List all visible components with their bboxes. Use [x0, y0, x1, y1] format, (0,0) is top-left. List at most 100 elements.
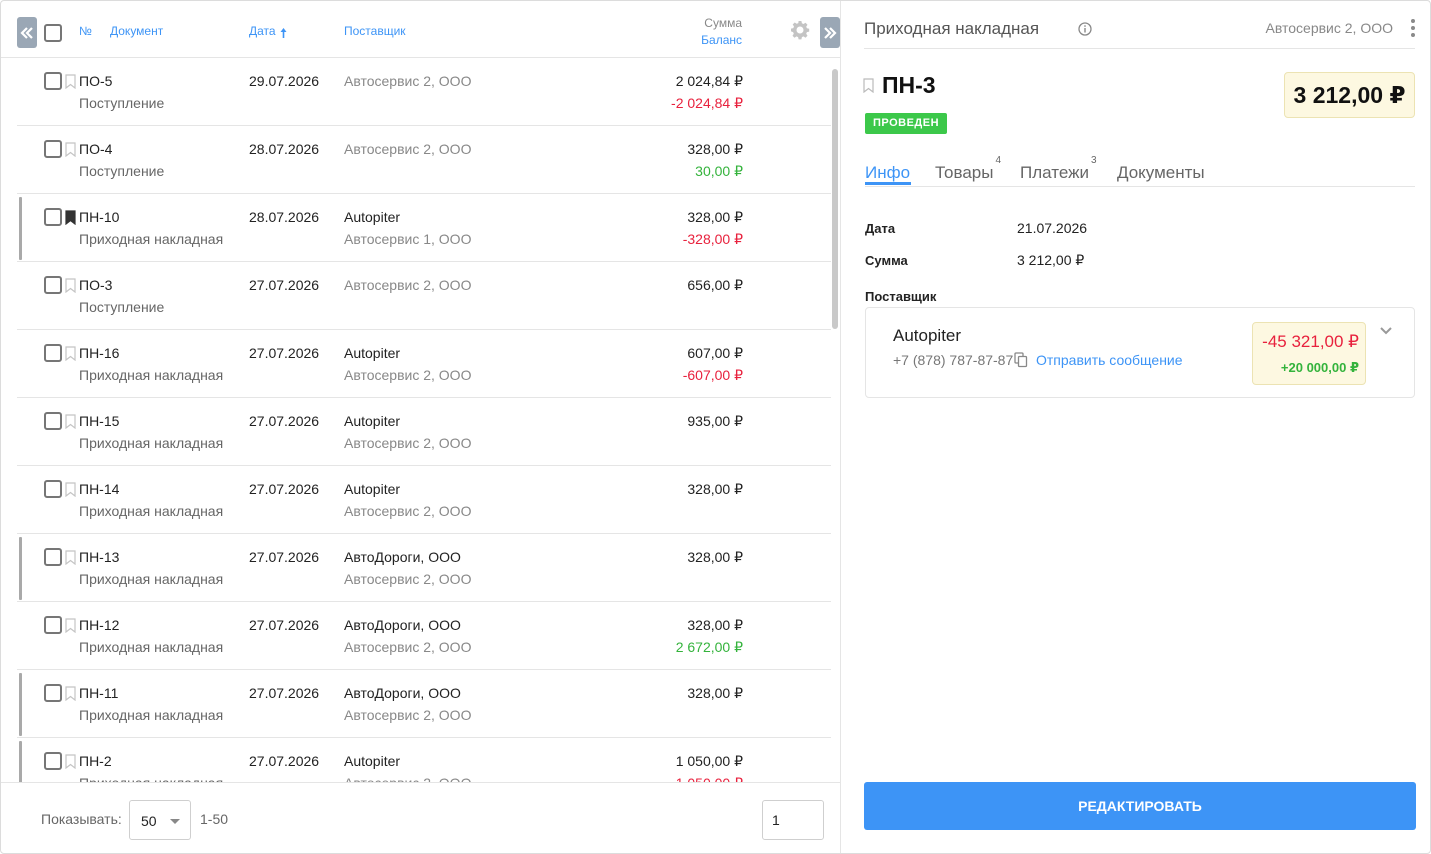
bookmark-icon[interactable]	[65, 754, 76, 769]
document-balance: 2 672,00 ₽	[675, 639, 743, 655]
info-icon[interactable]	[1078, 22, 1092, 36]
table-row[interactable]: ПО-5 Поступление 29.07.2026 Автосервис 2, О…	[17, 58, 831, 126]
tab-label: Инфо	[865, 163, 911, 182]
per-page-select[interactable]: 50	[129, 800, 191, 840]
table-row[interactable]: ПН-15 Приходная накладная 27.07.2026 Autopi…	[17, 398, 831, 466]
supplier-card[interactable]: Autopiter +7 (878) 787-87-87 Отправить с…	[865, 307, 1415, 398]
document-number[interactable]: ПО-3	[79, 277, 113, 293]
organization-name: Автосервис 2, ООО	[344, 367, 472, 383]
bookmark-icon[interactable]	[65, 74, 76, 89]
bookmark-icon[interactable]	[65, 686, 76, 701]
tab-payments[interactable]: Платежи3	[1020, 155, 1097, 183]
table-row[interactable]: ПН-10 Приходная накладная 28.07.2026 Autopi…	[17, 194, 831, 262]
edit-button[interactable]: Редактировать	[864, 782, 1416, 830]
document-number[interactable]: ПН-12	[79, 617, 120, 633]
tab-count: 4	[995, 155, 1002, 167]
bookmark-icon[interactable]	[65, 550, 76, 565]
document-number[interactable]: ПО-4	[79, 141, 113, 157]
table-row[interactable]: ПН-16 Приходная накладная 27.07.2026 Autopi…	[17, 330, 831, 398]
tab-goods[interactable]: Товары4	[935, 155, 1001, 183]
select-all-checkbox[interactable]	[44, 24, 62, 42]
row-checkbox[interactable]	[44, 548, 62, 566]
table-row[interactable]: ПН-11 Приходная накладная 27.07.2026 АвтоДо…	[17, 670, 831, 738]
document-detail-pane: Приходная накладная Автосервис 2, ООО ПН…	[841, 1, 1430, 853]
document-number[interactable]: ПН-16	[79, 345, 120, 361]
column-supplier[interactable]: Поставщик	[344, 24, 406, 38]
tab-info[interactable]: Инфо	[865, 163, 911, 185]
chevron-down-icon[interactable]	[1379, 326, 1393, 336]
organization-name: Автосервис 2, ООО	[344, 503, 472, 519]
supplier-name: Автосервис 2, ООО	[344, 141, 472, 157]
document-number[interactable]: ПН-10	[79, 209, 120, 225]
active-tab-indicator	[865, 182, 911, 185]
tab-documents[interactable]: Документы	[1117, 163, 1205, 183]
document-balance: -607,00 ₽	[682, 367, 743, 383]
row-checkbox[interactable]	[44, 684, 62, 702]
column-document[interactable]: Документ	[110, 24, 164, 38]
document-number[interactable]: ПН-15	[79, 413, 120, 429]
bookmark-icon[interactable]	[65, 482, 76, 497]
row-checkbox[interactable]	[44, 480, 62, 498]
per-page-value: 50	[141, 813, 157, 829]
document-type: Приходная накладная	[79, 367, 224, 383]
document-number[interactable]: ПН-2	[79, 753, 112, 769]
row-checkbox[interactable]	[44, 344, 62, 362]
document-number[interactable]: ПО-5	[79, 73, 113, 89]
bookmark-icon[interactable]	[65, 346, 76, 361]
bookmark-icon[interactable]	[65, 618, 76, 633]
table-row[interactable]: ПН-13 Приходная накладная 27.07.2026 АвтоДо…	[17, 534, 831, 602]
expand-right-button[interactable]	[820, 17, 840, 48]
collapse-left-button[interactable]	[17, 17, 37, 48]
table-row[interactable]: ПН-14 Приходная накладная 27.07.2026 Autopi…	[17, 466, 831, 534]
row-checkbox[interactable]	[44, 72, 62, 90]
bookmark-icon[interactable]	[65, 278, 76, 293]
document-sum: 328,00 ₽	[687, 617, 743, 633]
supplier-name: Autopiter	[344, 209, 401, 225]
table-row[interactable]: ПН-12 Приходная накладная 27.07.2026 АвтоДо…	[17, 602, 831, 670]
document-date: 27.07.2026	[249, 549, 320, 565]
document-type: Приходная накладная	[79, 639, 224, 655]
table-row[interactable]: ПО-3 Поступление 27.07.2026 Автосервис 2, О…	[17, 262, 831, 330]
column-date[interactable]: Дата	[249, 24, 276, 38]
document-sum: 328,00 ₽	[687, 209, 743, 225]
row-marker	[19, 673, 22, 736]
copy-icon[interactable]	[1014, 352, 1028, 368]
column-number[interactable]: №	[79, 24, 92, 38]
bookmark-icon[interactable]	[65, 210, 76, 225]
row-checkbox[interactable]	[44, 140, 62, 158]
document-number[interactable]: ПН-13	[79, 549, 120, 565]
document-date: 27.07.2026	[249, 345, 320, 361]
row-checkbox[interactable]	[44, 752, 62, 770]
column-balance[interactable]: Баланс	[701, 33, 742, 47]
row-checkbox[interactable]	[44, 276, 62, 294]
document-date: 27.07.2026	[249, 277, 320, 293]
row-checkbox[interactable]	[44, 616, 62, 634]
table-row[interactable]: ПН-2 Приходная накладная 27.07.2026 Autopit…	[17, 738, 831, 782]
supplier-name: Autopiter	[344, 481, 401, 497]
row-checkbox[interactable]	[44, 208, 62, 226]
supplier-phone: +7 (878) 787-87-87	[893, 352, 1014, 368]
row-checkbox[interactable]	[44, 412, 62, 430]
document-type: Поступление	[79, 95, 165, 111]
bookmark-icon[interactable]	[863, 78, 874, 93]
supplier-name: АвтоДороги, ООО	[344, 617, 461, 633]
bookmark-icon[interactable]	[65, 142, 76, 157]
document-balance: -2 024,84 ₽	[671, 95, 743, 111]
document-number[interactable]: ПН-14	[79, 481, 120, 497]
more-menu-icon[interactable]	[1411, 19, 1415, 37]
gear-icon[interactable]	[790, 20, 810, 40]
tab-label: Товары	[935, 163, 994, 182]
table-row[interactable]: ПО-4 Поступление 28.07.2026 Автосервис 2, О…	[17, 126, 831, 194]
scrollbar-thumb[interactable]	[832, 69, 838, 329]
status-badge: ПРОВЕДЕН	[865, 113, 948, 134]
document-date: 27.07.2026	[249, 413, 320, 429]
page-range: 1-50	[200, 811, 229, 827]
bookmark-icon[interactable]	[65, 414, 76, 429]
document-number[interactable]: ПН-11	[79, 685, 119, 701]
supplier-label: Поставщик	[865, 289, 937, 304]
send-message-link[interactable]: Отправить сообщение	[1036, 352, 1183, 368]
document-sum: 656,00 ₽	[687, 277, 743, 293]
document-balance: 30,00 ₽	[695, 163, 743, 179]
column-sum[interactable]: Сумма	[704, 16, 742, 30]
page-number-input[interactable]	[762, 800, 824, 840]
